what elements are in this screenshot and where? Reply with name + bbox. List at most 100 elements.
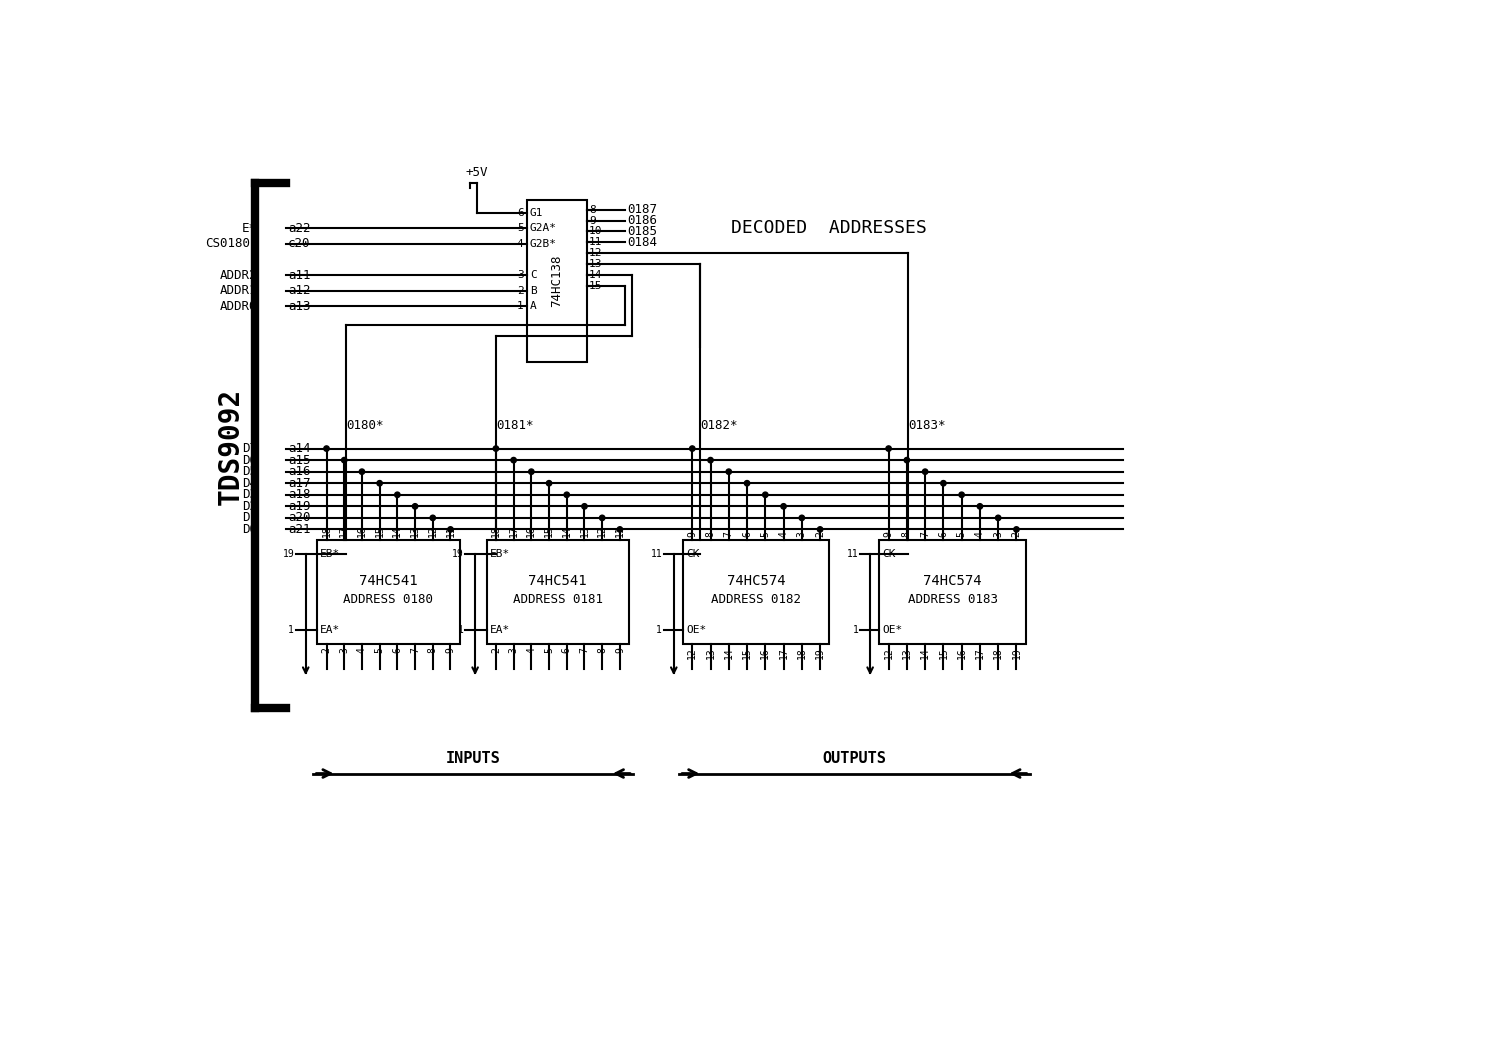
Text: 10: 10	[590, 226, 603, 237]
Circle shape	[922, 469, 928, 474]
Text: 7: 7	[411, 647, 420, 653]
Text: 2: 2	[490, 647, 501, 653]
Text: 7: 7	[579, 647, 590, 653]
Text: ADDR0: ADDR0	[220, 300, 257, 313]
Text: 7: 7	[920, 531, 929, 538]
Text: 16: 16	[356, 526, 367, 538]
Text: 14: 14	[590, 269, 603, 280]
Text: a22: a22	[287, 222, 310, 234]
Text: 3: 3	[340, 647, 349, 653]
Text: 12: 12	[427, 526, 438, 538]
Text: 5: 5	[517, 224, 523, 233]
Text: 6: 6	[562, 647, 572, 653]
Text: 9: 9	[615, 647, 624, 653]
Text: 14: 14	[723, 647, 734, 659]
Text: E*: E*	[242, 222, 257, 234]
Text: 1: 1	[457, 625, 463, 636]
Text: 5: 5	[374, 647, 385, 653]
Text: 13: 13	[705, 647, 716, 659]
Circle shape	[996, 515, 1000, 521]
Text: a20: a20	[287, 511, 310, 525]
Text: 14: 14	[393, 526, 403, 538]
Text: B: B	[529, 286, 537, 296]
Text: 17: 17	[508, 526, 519, 538]
Text: ADDRESS 0181: ADDRESS 0181	[513, 593, 603, 606]
Circle shape	[323, 446, 329, 451]
Text: 4: 4	[779, 531, 788, 538]
Text: 13: 13	[902, 647, 911, 659]
Circle shape	[904, 457, 910, 463]
Text: 9: 9	[445, 647, 456, 653]
Text: ADDRESS 0182: ADDRESS 0182	[711, 593, 802, 606]
Text: 15: 15	[590, 281, 603, 291]
Circle shape	[744, 480, 749, 486]
Circle shape	[448, 527, 453, 532]
Text: EB*: EB*	[490, 549, 510, 559]
Text: A: A	[529, 301, 537, 312]
Bar	[526, 200, 587, 361]
Text: 17: 17	[340, 526, 349, 538]
Text: 3: 3	[797, 531, 806, 538]
Text: 1: 1	[853, 625, 859, 636]
Text: G2A*: G2A*	[529, 224, 556, 233]
Text: 14: 14	[920, 647, 929, 659]
Text: 19: 19	[451, 549, 463, 559]
Text: a17: a17	[287, 476, 310, 490]
Text: D3: D3	[242, 488, 257, 502]
Text: 11: 11	[615, 526, 624, 538]
Bar	[880, 541, 1026, 644]
Text: 1: 1	[656, 625, 662, 636]
Text: 16: 16	[957, 647, 967, 659]
Circle shape	[493, 446, 499, 451]
Circle shape	[412, 504, 418, 509]
Text: 19: 19	[283, 549, 295, 559]
Text: 16: 16	[761, 647, 770, 659]
Text: 6: 6	[741, 531, 752, 538]
Text: D7: D7	[242, 442, 257, 455]
Text: EB*: EB*	[320, 549, 340, 559]
Circle shape	[617, 527, 623, 532]
Text: c20: c20	[287, 238, 310, 250]
Text: CK: CK	[883, 549, 896, 559]
Text: OE*: OE*	[883, 625, 902, 636]
Text: 8: 8	[902, 531, 911, 538]
Text: 13: 13	[590, 259, 603, 269]
Text: 0184: 0184	[627, 235, 657, 249]
Circle shape	[564, 492, 570, 497]
Text: 12: 12	[687, 647, 698, 659]
Text: TDS9092: TDS9092	[217, 388, 244, 505]
Text: 74HC541: 74HC541	[359, 574, 418, 588]
Text: 19: 19	[1011, 647, 1021, 659]
Text: a16: a16	[287, 466, 310, 478]
Text: a18: a18	[287, 488, 310, 502]
Text: 5: 5	[761, 531, 770, 538]
Text: 2: 2	[815, 531, 826, 538]
Text: 8: 8	[597, 647, 608, 653]
Text: 13: 13	[411, 526, 420, 538]
Text: 3: 3	[517, 270, 523, 280]
Text: CK: CK	[686, 549, 699, 559]
Text: 9: 9	[687, 531, 698, 538]
Text: 0185: 0185	[627, 225, 657, 238]
Text: 8: 8	[590, 205, 596, 214]
Text: 11: 11	[650, 549, 662, 559]
Text: 4: 4	[517, 239, 523, 249]
Circle shape	[341, 457, 347, 463]
Circle shape	[511, 457, 516, 463]
Text: 7: 7	[723, 531, 734, 538]
Text: ADDRESS 0180: ADDRESS 0180	[343, 593, 433, 606]
Circle shape	[689, 446, 695, 451]
Circle shape	[600, 515, 605, 521]
Text: C: C	[529, 270, 537, 280]
Circle shape	[582, 504, 587, 509]
Text: +5V: +5V	[465, 166, 487, 180]
Text: a13: a13	[287, 300, 310, 313]
Text: EA*: EA*	[490, 625, 510, 636]
Text: 1: 1	[517, 301, 523, 312]
Circle shape	[763, 492, 769, 497]
Text: G1: G1	[529, 208, 543, 218]
Text: 18: 18	[490, 526, 501, 538]
Text: 0183*: 0183*	[908, 419, 946, 432]
Text: 0182*: 0182*	[699, 419, 737, 432]
Circle shape	[430, 515, 436, 521]
